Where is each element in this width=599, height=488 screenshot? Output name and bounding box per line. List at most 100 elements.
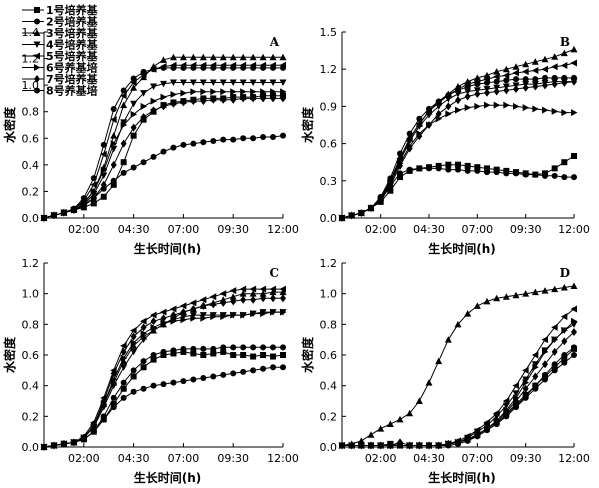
data-point xyxy=(170,350,177,357)
data-point xyxy=(551,80,558,89)
data-point xyxy=(229,53,237,61)
x-axis-title: 生长时间(h) xyxy=(134,470,202,485)
y-axis-title: 水密度 xyxy=(300,106,315,143)
data-point xyxy=(130,164,137,171)
data-point xyxy=(483,297,491,305)
data-point xyxy=(571,74,577,81)
data-point xyxy=(140,317,147,325)
data-point xyxy=(397,442,403,449)
data-point xyxy=(170,317,177,325)
data-point xyxy=(464,310,472,317)
data-point xyxy=(190,376,197,383)
panel-letter: C xyxy=(269,266,279,280)
data-point xyxy=(377,193,384,200)
data-point xyxy=(560,61,568,69)
data-point xyxy=(180,141,187,148)
data-point xyxy=(249,285,257,293)
data-point xyxy=(541,287,549,294)
data-point xyxy=(493,87,500,96)
data-point xyxy=(189,299,197,307)
data-point xyxy=(210,95,217,104)
data-point xyxy=(140,159,147,166)
y-tick-label: 1.2 xyxy=(320,63,338,76)
data-point xyxy=(270,364,277,371)
data-point xyxy=(532,105,539,113)
data-point xyxy=(190,345,197,352)
data-point xyxy=(180,316,187,324)
data-point xyxy=(464,436,471,443)
data-point xyxy=(484,101,491,109)
data-point xyxy=(140,323,147,332)
legend-marker xyxy=(34,18,40,25)
data-point xyxy=(229,79,237,86)
data-point xyxy=(240,135,247,142)
data-point xyxy=(200,139,207,146)
y-tick-label: 0.0 xyxy=(22,212,40,225)
data-point xyxy=(551,172,558,179)
data-point xyxy=(189,53,197,61)
data-point xyxy=(464,88,472,96)
data-point xyxy=(270,353,277,360)
series-line xyxy=(43,346,283,448)
data-point xyxy=(560,49,568,57)
data-point xyxy=(160,314,167,323)
data-point xyxy=(377,425,385,432)
data-point xyxy=(367,431,375,438)
data-point xyxy=(130,132,137,139)
data-point xyxy=(542,81,548,90)
data-point xyxy=(484,165,490,172)
data-point xyxy=(60,209,67,216)
legend-label: 1号培养基 xyxy=(46,3,99,17)
series-line xyxy=(342,320,575,446)
data-point xyxy=(387,442,394,449)
data-point xyxy=(199,53,207,61)
data-point xyxy=(474,167,481,174)
data-point xyxy=(150,311,157,319)
legend-marker xyxy=(34,87,40,94)
x-tick-label: 07:00 xyxy=(168,452,200,465)
data-point xyxy=(532,82,539,91)
data-point xyxy=(140,102,148,110)
data-point xyxy=(230,297,237,306)
data-point xyxy=(229,287,237,295)
data-point xyxy=(260,64,267,71)
x-tick-label: 09:30 xyxy=(510,223,542,236)
data-point xyxy=(190,305,197,313)
data-point xyxy=(189,312,197,319)
data-point xyxy=(160,64,167,71)
data-point xyxy=(386,420,394,427)
data-point xyxy=(260,365,267,372)
data-point xyxy=(130,75,137,82)
series-4 xyxy=(338,321,578,449)
data-point xyxy=(120,364,128,371)
data-point xyxy=(522,83,529,92)
x-tick-label: 12:00 xyxy=(267,452,299,465)
data-point xyxy=(474,90,481,98)
data-point xyxy=(279,79,287,86)
data-point xyxy=(387,181,394,190)
data-point xyxy=(220,348,227,355)
data-point xyxy=(120,159,127,166)
data-point xyxy=(60,440,67,447)
data-point xyxy=(415,120,423,128)
data-point xyxy=(230,88,237,96)
data-point xyxy=(190,97,197,106)
data-point xyxy=(502,402,510,410)
x-tick-label: 12:00 xyxy=(558,223,590,236)
series-7 xyxy=(339,77,577,222)
data-point xyxy=(210,300,217,309)
data-point xyxy=(522,384,529,393)
data-point xyxy=(219,53,227,61)
y-tick-label: 0.6 xyxy=(22,349,40,362)
y-tick-label: 1.0 xyxy=(320,288,338,301)
x-axis-title: 生长时间(h) xyxy=(428,241,496,256)
data-point xyxy=(130,123,137,132)
x-tick-label: 12:00 xyxy=(267,223,299,236)
legend-marker xyxy=(33,29,41,36)
data-point xyxy=(110,181,117,188)
series-8 xyxy=(339,344,577,449)
data-point xyxy=(503,77,510,84)
data-point xyxy=(239,285,247,293)
data-point xyxy=(150,106,157,115)
